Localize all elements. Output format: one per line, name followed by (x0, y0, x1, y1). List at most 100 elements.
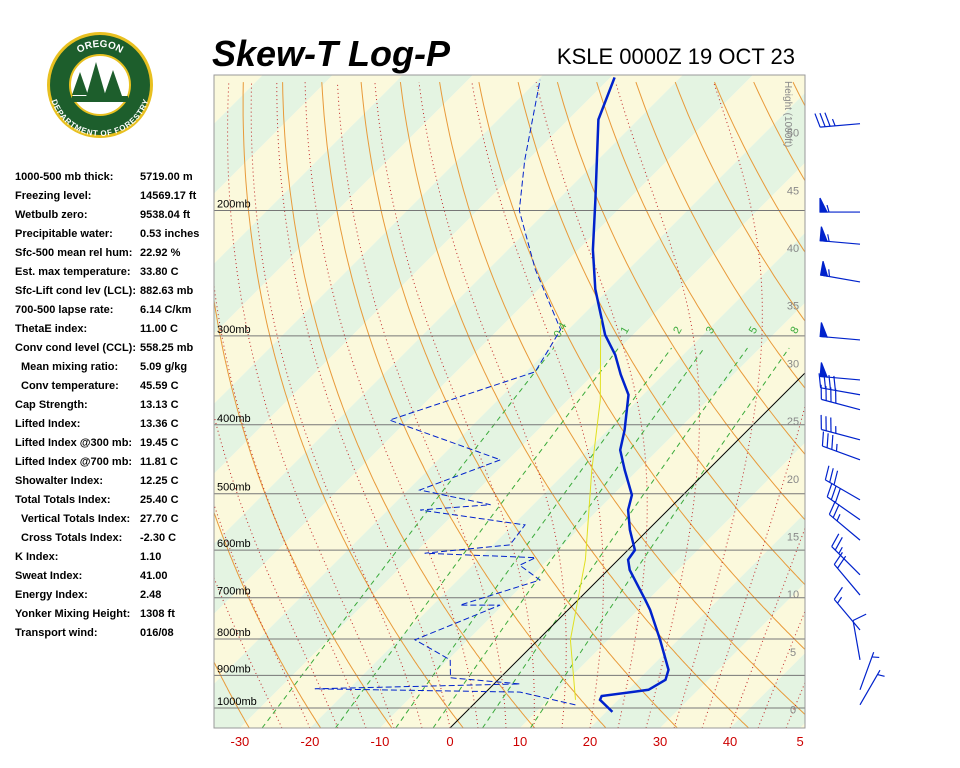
barb-staff (828, 513, 861, 541)
wind-barb (818, 373, 861, 396)
mixing-ratio-label: 8 (788, 325, 801, 336)
barb-full (833, 586, 843, 600)
barb-half (831, 118, 836, 127)
pressure-label: 800mb (217, 627, 251, 639)
stat-value: 0.53 inches (140, 228, 199, 240)
isotherm-band (520, 443, 805, 728)
barb-full (818, 373, 822, 388)
barb-full (823, 374, 827, 389)
wind-barb (819, 322, 861, 341)
barb-full (831, 533, 840, 547)
stat-value: 12.25 C (140, 475, 179, 487)
barb-full (828, 500, 836, 515)
chart-subtitle: KSLE 0000Z 19 OCT 23 (557, 44, 795, 69)
barb-full (831, 434, 834, 450)
barb-full (833, 375, 836, 391)
wind-barb (820, 384, 861, 411)
barb-full (833, 552, 843, 565)
isotherm-band (214, 75, 263, 124)
moist-adiabat (214, 281, 367, 728)
dewpoint-line (314, 79, 576, 706)
isotherm-band (870, 75, 960, 728)
dry-adiabat (911, 82, 960, 728)
pressure-label: 1000mb (217, 696, 257, 708)
height-tick-label: 30 (787, 358, 799, 370)
barb-flag (819, 261, 829, 277)
barb-full (814, 113, 821, 128)
stat-label: Cross Totals Index: (21, 532, 122, 544)
stat-value: 9538.04 ft (140, 209, 190, 221)
barb-staff (820, 123, 861, 128)
barb-half (837, 596, 843, 604)
stat-label: Sfc-Lift cond lev (LCL): (15, 285, 136, 297)
barb-full (834, 488, 841, 503)
moist-adiabat (227, 82, 395, 728)
stat-label: Est. max temperature: (15, 266, 131, 278)
dry-adiabat (832, 82, 960, 728)
barb-half (826, 204, 830, 213)
pressure-label: 600mb (217, 538, 251, 550)
barb-full (824, 465, 830, 480)
height-tick-label: 20 (787, 474, 799, 486)
pressure-label: 200mb (217, 199, 251, 211)
chart-title: Skew-T Log-P (212, 33, 451, 74)
stat-label: ThetaE index: (15, 323, 87, 335)
barb-staff (831, 546, 861, 576)
barb-staff (820, 387, 861, 396)
isotherm-band (590, 513, 805, 728)
pressure-label: 400mb (217, 413, 251, 425)
stat-label: Sfc-500 mean rel hum: (15, 247, 132, 259)
barb-staff (825, 479, 861, 501)
barb-staff (852, 620, 861, 661)
barb-staff (859, 652, 875, 691)
mixing-ratio-line (529, 347, 790, 728)
barb-full (832, 504, 840, 518)
barb-staff (821, 428, 861, 441)
stat-value: 016/08 (140, 627, 174, 639)
stat-value: 33.80 C (140, 266, 179, 278)
stat-value: 1.10 (140, 551, 161, 563)
barb-flag (819, 226, 829, 242)
wind-barb (833, 552, 861, 596)
stat-value: 6.14 C/km (140, 304, 192, 316)
stat-label: Freezing level: (15, 190, 91, 202)
stat-value: 22.92 % (140, 247, 181, 259)
mixing-ratio-line (335, 347, 619, 728)
moist-adiabat (336, 82, 507, 728)
wind-barb (833, 586, 861, 631)
x-tick-label: -30 (231, 734, 250, 749)
isotherm-band (660, 583, 805, 728)
stat-label: Sweat Index: (15, 570, 82, 582)
stat-value: 11.00 C (140, 323, 178, 335)
x-tick-label: 20 (583, 734, 597, 749)
plot-frame (213, 74, 806, 729)
stat-value: 5.09 g/kg (140, 361, 187, 373)
moist-adiabat (418, 82, 567, 728)
x-tick-label: 0 (446, 734, 453, 749)
barb-full (821, 431, 825, 447)
barb-half (836, 513, 841, 522)
isotherm-band (214, 75, 805, 684)
barb-full (826, 482, 833, 498)
wind-barb (820, 414, 861, 441)
stat-label: Lifted Index @300 mb: (15, 437, 132, 449)
stat-value: 13.36 C (140, 418, 179, 430)
stat-label: 700-500 lapse rate: (15, 304, 113, 316)
height-tick-label: 50 (787, 128, 799, 140)
barb-flag (819, 362, 829, 378)
diagram: 200mb 300mb 400mb 500mb 600mb 700mb 800mb 900mb… (214, 76, 885, 749)
stat-label: Conv temperature: (21, 380, 119, 392)
pressure-label: 500mb (217, 482, 251, 494)
stat-label: Wetbulb zero: (15, 209, 88, 221)
stat-label: Lifted Index: (15, 418, 80, 430)
isotherm-band (730, 653, 805, 728)
stat-label: Precipitable water: (15, 228, 113, 240)
dry-adiabat (950, 82, 960, 728)
logo-trees (72, 62, 122, 97)
barb-half (877, 673, 885, 677)
stat-value: -2.30 C (140, 532, 176, 544)
mixing-ratio-line (432, 347, 705, 728)
logo: OREGON DEPARTMENT OF FORESTRY (47, 32, 153, 138)
dry-adiabat (792, 81, 805, 107)
